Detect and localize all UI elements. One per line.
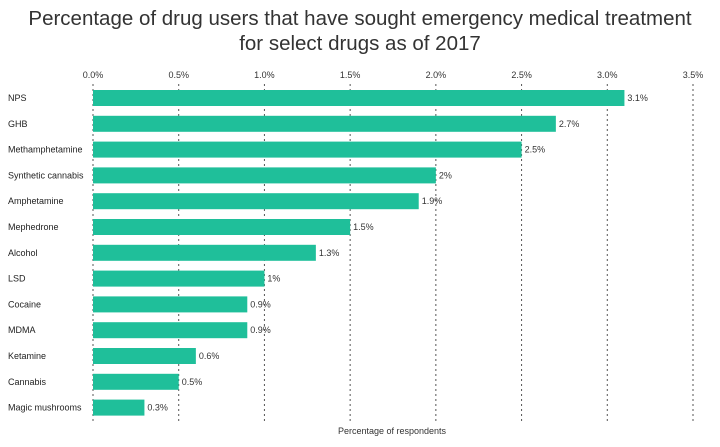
category-label: Alcohol xyxy=(8,248,38,258)
chart-title-line-1: Percentage of drug users that have sough… xyxy=(28,7,692,30)
bar xyxy=(93,193,419,210)
value-label: 1.9% xyxy=(422,196,443,206)
category-label: Amphetamine xyxy=(8,196,64,206)
x-tick-label: 1.0% xyxy=(254,70,275,80)
category-label: Methamphetamine xyxy=(8,145,83,155)
bar xyxy=(93,270,265,287)
x-tick-label: 1.5% xyxy=(340,70,361,80)
bar xyxy=(93,141,522,158)
value-label: 0.9% xyxy=(250,299,271,309)
category-label: Mephedrone xyxy=(8,222,59,232)
bar xyxy=(93,219,351,235)
category-label: MDMA xyxy=(8,325,36,335)
x-axis-label: Percentage of respondents xyxy=(338,426,447,436)
value-label: 0.9% xyxy=(250,325,271,335)
category-labels: NPS GHB Methamphetamine Synthetic cannabis A… xyxy=(8,93,84,413)
value-label: 0.6% xyxy=(199,351,220,361)
bar xyxy=(93,322,248,339)
x-tick-label: 0.5% xyxy=(168,70,189,80)
value-label: 1.3% xyxy=(319,248,340,258)
value-label: 0.5% xyxy=(182,377,203,387)
x-tick-label: 2.0% xyxy=(426,70,447,80)
value-label: 2.5% xyxy=(525,145,546,155)
bar xyxy=(93,115,556,132)
category-label: NPS xyxy=(8,93,27,103)
category-label: Synthetic cannabis xyxy=(8,170,84,180)
bar xyxy=(93,167,436,184)
value-label: 2% xyxy=(439,170,452,180)
value-label: 1.5% xyxy=(353,222,374,232)
bar xyxy=(93,90,625,106)
x-tick-label: 0.0% xyxy=(83,70,104,80)
category-label: Cannabis xyxy=(8,377,47,387)
bar xyxy=(93,373,179,390)
chart-title-line-2: for select drugs as of 2017 xyxy=(239,32,481,55)
value-label: 1% xyxy=(267,274,280,284)
bar xyxy=(93,296,248,313)
category-label: Ketamine xyxy=(8,351,46,361)
value-label: 0.3% xyxy=(147,403,168,413)
category-label: Magic mushrooms xyxy=(8,403,82,413)
value-labels: 3.1% 2.7% 2.5% 2% 1.9% 1.5% 1.3% 1% 0.9% 0.9% 0.6%… xyxy=(147,93,648,413)
value-label: 3.1% xyxy=(627,93,648,103)
x-tick-label: 3.5% xyxy=(683,70,704,80)
x-tick-label: 2.5% xyxy=(511,70,532,80)
bar xyxy=(93,348,196,364)
bars xyxy=(93,90,625,416)
chart-title: Percentage of drug users that have sough… xyxy=(0,6,720,56)
category-label: GHB xyxy=(8,119,28,129)
category-label: Cocaine xyxy=(8,299,41,309)
bar xyxy=(93,244,316,261)
value-label: 2.7% xyxy=(559,119,580,129)
category-label: LSD xyxy=(8,274,26,284)
x-axis-ticks: 0.0% 0.5% 1.0% 1.5% 2.0% 2.5% 3.0% 3.5% xyxy=(83,70,704,80)
bar xyxy=(93,399,145,416)
x-tick-label: 3.0% xyxy=(597,70,618,80)
